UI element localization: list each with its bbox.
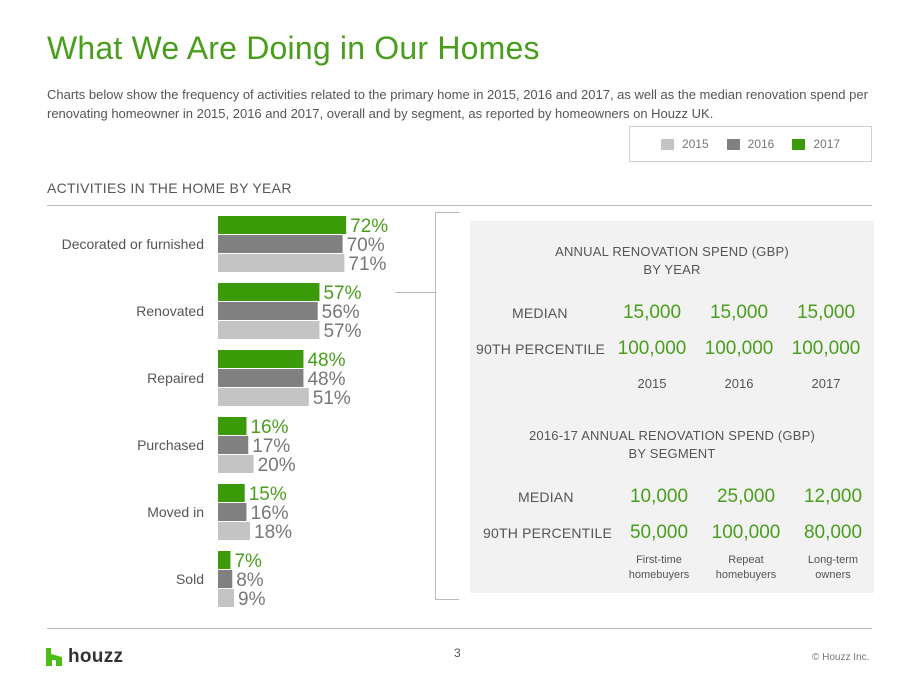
- footer-divider: [47, 628, 872, 629]
- data-label-decorated-or-furnished-2017: 72%: [350, 216, 388, 237]
- segment-median-repeat: 25,000: [716, 486, 776, 507]
- category-label-renovated: Renovated: [136, 303, 204, 319]
- category-label-purchased: Purchased: [137, 437, 204, 453]
- segment-p90-label: 90TH PERCENTILE: [483, 525, 613, 541]
- data-label-purchased-2017: 16%: [250, 417, 288, 438]
- year-heading-line2: BY YEAR: [643, 262, 701, 277]
- legend-swatch-2016: [726, 138, 740, 150]
- segment-label-repeat-line1: Repeat: [728, 554, 764, 566]
- legend-label-2015: 2015: [681, 137, 709, 151]
- segment-median-first-time: 10,000: [629, 486, 689, 507]
- year-p90-2015: 100,000: [617, 338, 687, 359]
- category-label-sold: Sold: [176, 571, 204, 587]
- activities-bar-chart: Decorated or furnished 72%70%71% Renovated…: [62, 216, 388, 610]
- bar-purchased-2017: [218, 417, 247, 435]
- houzz-logo[interactable]: houzz: [46, 646, 123, 668]
- data-label-renovated-2015: 57%: [323, 321, 361, 342]
- segment-label-long-term: Long-term owners: [788, 553, 878, 583]
- year-col-2017: 2017: [811, 376, 841, 391]
- legend-item-2016: 2016: [726, 137, 775, 151]
- section-title: ACTIVITIES IN THE HOME BY YEAR: [47, 180, 292, 196]
- bracket-line: [435, 212, 459, 600]
- year-col-2015: 2015: [637, 376, 667, 391]
- year-median-2017: 15,000: [796, 302, 856, 323]
- bar-decorated-or-furnished-2016: [218, 235, 343, 253]
- page-number: 3: [454, 646, 461, 660]
- bar-decorated-or-furnished-2015: [218, 254, 345, 272]
- segment-p90-first-time: 50,000: [629, 522, 689, 543]
- data-label-sold-2017: 7%: [234, 551, 262, 572]
- data-label-repaired-2015: 51%: [313, 388, 351, 409]
- segment-heading-line2: BY SEGMENT: [628, 446, 716, 461]
- data-label-moved-in-2016: 16%: [250, 503, 288, 524]
- segment-label-repeat-line2: homebuyers: [715, 569, 777, 581]
- bar-renovated-2017: [218, 283, 320, 301]
- bar-purchased-2016: [218, 436, 249, 454]
- data-label-renovated-2017: 57%: [323, 283, 361, 304]
- data-label-moved-in-2015: 18%: [254, 522, 292, 543]
- page-subtitle: Charts below show the frequency of activ…: [47, 87, 868, 121]
- bar-renovated-2016: [218, 302, 318, 320]
- bar-moved-in-2015: [218, 522, 251, 540]
- legend-swatch-2017: [792, 138, 806, 150]
- data-label-sold-2015: 9%: [238, 589, 266, 610]
- year-median-2015: 15,000: [622, 302, 682, 323]
- legend-label-2016: 2016: [747, 137, 775, 151]
- segment-median-long-term: 12,000: [803, 486, 863, 507]
- data-label-decorated-or-furnished-2015: 71%: [348, 254, 386, 275]
- bar-sold-2017: [218, 551, 231, 569]
- year-col-2016: 2016: [724, 376, 754, 391]
- data-label-renovated-2016: 56%: [322, 302, 360, 323]
- bar-sold-2016: [218, 570, 233, 588]
- legend-item-2015: 2015: [660, 137, 709, 151]
- segment-label-long-term-line1: Long-term: [807, 554, 859, 566]
- chart-legend: 2015 2016 2017: [629, 126, 872, 162]
- data-label-repaired-2017: 48%: [307, 350, 345, 371]
- segment-heading-line1: 2016-17 ANNUAL RENOVATION SPEND (GBP): [528, 428, 816, 443]
- legend-label-2017: 2017: [813, 137, 841, 151]
- bar-decorated-or-furnished-2017: [218, 216, 347, 234]
- page-title: What We Are Doing in Our Homes: [47, 30, 540, 66]
- year-heading-line1: ANNUAL RENOVATION SPEND (GBP): [555, 244, 789, 259]
- segment-p90-repeat: 100,000: [711, 522, 781, 543]
- segment-label-repeat: Repeat homebuyers: [701, 553, 791, 583]
- data-label-purchased-2016: 17%: [252, 436, 290, 457]
- bar-moved-in-2017: [218, 484, 245, 502]
- segment-label-first-time-line2: homebuyers: [628, 569, 690, 581]
- year-p90-2016: 100,000: [704, 338, 774, 359]
- year-median-label: MEDIAN: [512, 305, 568, 321]
- category-label-repaired: Repaired: [147, 370, 204, 386]
- bar-purchased-2015: [218, 455, 254, 473]
- segment-label-first-time: First-time homebuyers: [614, 553, 704, 583]
- year-p90-label: 90TH PERCENTILE: [476, 341, 606, 357]
- category-label-moved-in: Moved in: [147, 504, 204, 520]
- bracket-connector: [395, 292, 435, 293]
- houzz-icon: [46, 648, 62, 666]
- section-divider: [47, 205, 872, 206]
- bar-renovated-2015: [218, 321, 320, 339]
- legend-swatch-2015: [660, 138, 674, 150]
- copyright: © Houzz Inc.: [812, 652, 870, 663]
- category-label-decorated-or-furnished: Decorated or furnished: [62, 236, 204, 252]
- data-label-purchased-2015: 20%: [258, 455, 296, 476]
- year-p90-2017: 100,000: [791, 338, 861, 359]
- renovation-spend-panel: ANNUAL RENOVATION SPEND (GBP) BY YEAR ME…: [470, 221, 874, 593]
- bar-repaired-2016: [218, 369, 304, 387]
- bar-moved-in-2016: [218, 503, 247, 521]
- year-median-2016: 15,000: [709, 302, 769, 323]
- bar-repaired-2017: [218, 350, 304, 368]
- segment-p90-long-term: 80,000: [803, 522, 863, 543]
- data-label-moved-in-2017: 15%: [249, 484, 287, 505]
- data-label-repaired-2016: 48%: [307, 369, 345, 390]
- logo-text: houzz: [68, 646, 124, 667]
- segment-median-label: MEDIAN: [518, 489, 574, 505]
- segment-label-first-time-line1: First-time: [636, 554, 682, 566]
- data-label-sold-2016: 8%: [236, 570, 264, 591]
- legend-item-2017: 2017: [792, 137, 840, 151]
- bar-sold-2015: [218, 589, 235, 607]
- data-label-decorated-or-furnished-2016: 70%: [347, 235, 385, 256]
- bar-repaired-2015: [218, 388, 309, 406]
- segment-label-long-term-line2: owners: [815, 569, 851, 581]
